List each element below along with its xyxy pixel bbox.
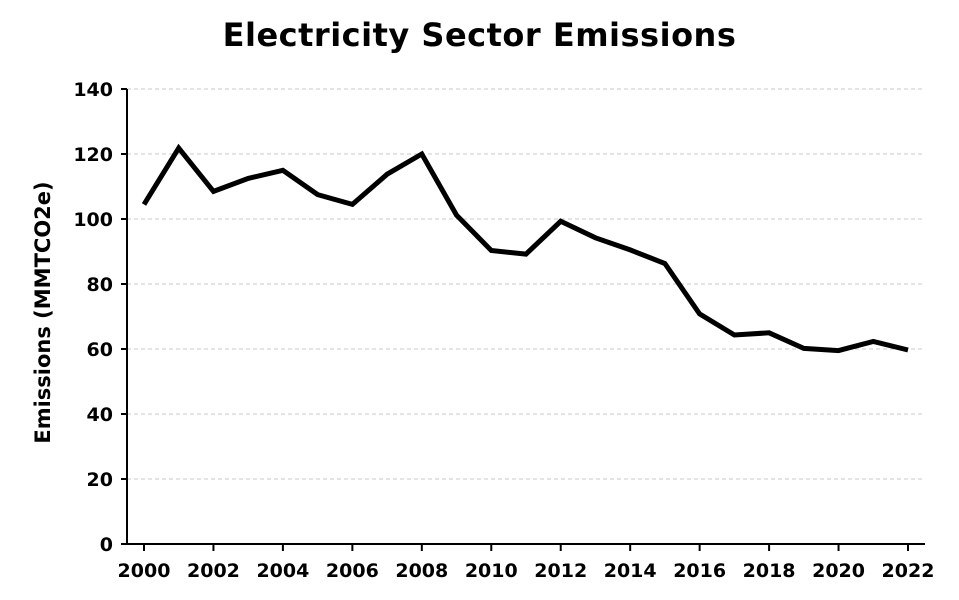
series-line-0 — [141, 143, 909, 354]
y-tick-label-60: 60 — [87, 339, 113, 361]
y-tick-label-80: 80 — [87, 274, 113, 296]
x-tick-label-2018: 2018 — [743, 560, 796, 582]
y-tick-label-0: 0 — [100, 534, 113, 556]
tick-labels: 0 20 40 60 80 100 120 140 2000 2002 2004 2006 2008 20… — [73, 79, 934, 582]
x-tick-label-2016: 2016 — [673, 560, 726, 582]
x-tick-label-2020: 2020 — [812, 560, 865, 582]
x-tick-label-2000: 2000 — [118, 560, 171, 582]
x-tick-label-2012: 2012 — [534, 560, 587, 582]
y-tick-label-100: 100 — [73, 209, 113, 231]
axes — [121, 88, 925, 551]
series-layer — [141, 143, 909, 354]
x-tick-label-2014: 2014 — [604, 560, 657, 582]
x-tick-label-2006: 2006 — [326, 560, 379, 582]
x-tick-label-2002: 2002 — [187, 560, 240, 582]
y-tick-label-120: 120 — [73, 144, 113, 166]
x-tick-label-2004: 2004 — [256, 560, 309, 582]
y-tick-label-20: 20 — [87, 469, 113, 491]
x-tick-label-2010: 2010 — [465, 560, 518, 582]
chart-title: Electricity Sector Emissions — [222, 16, 737, 54]
x-tick-label-2008: 2008 — [395, 560, 448, 582]
gridlines — [127, 88, 925, 480]
y-axis-title: Emissions (MMTCO2e) — [31, 181, 55, 443]
y-tick-label-40: 40 — [87, 404, 113, 426]
y-tick-label-140: 140 — [73, 79, 113, 101]
x-tick-label-2022: 2022 — [882, 560, 935, 582]
